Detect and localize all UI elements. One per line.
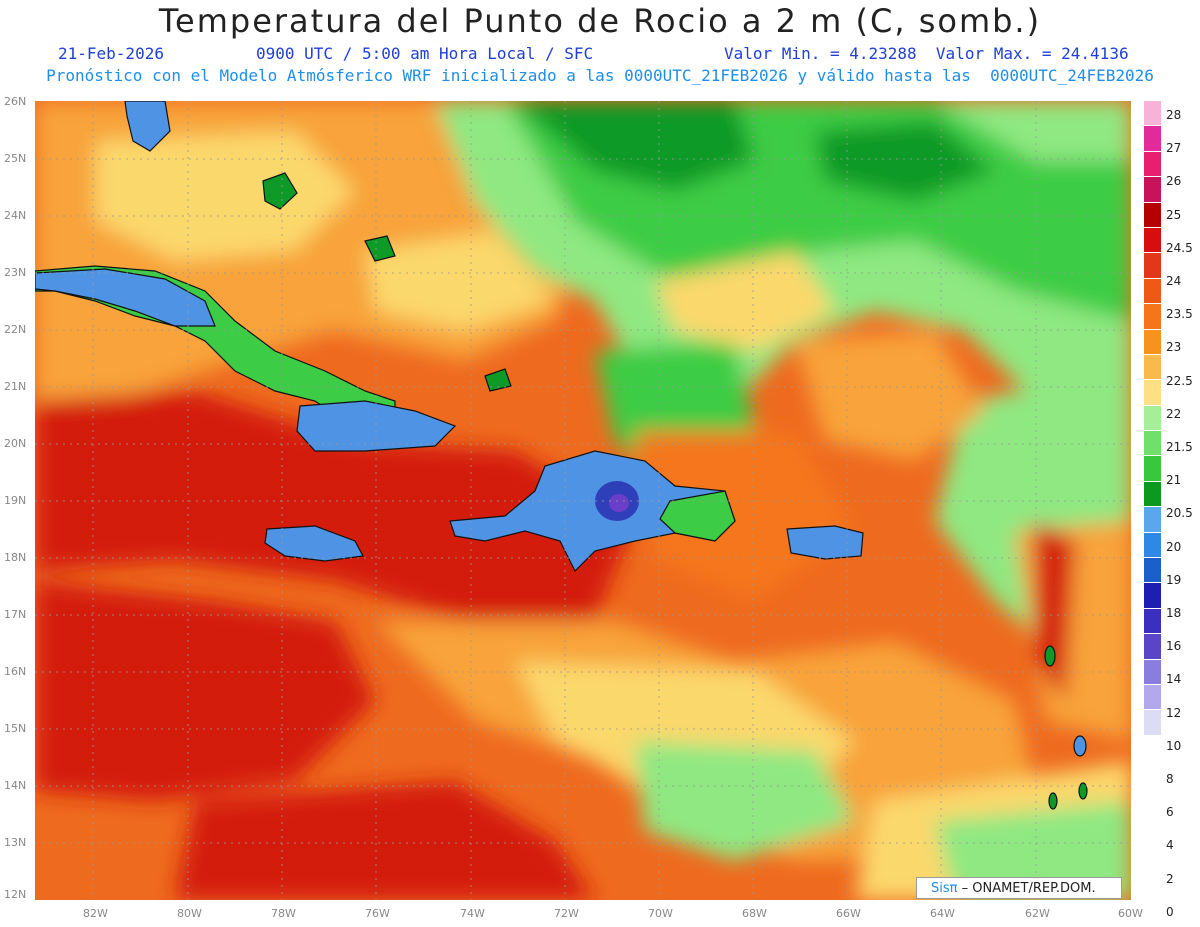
lon-label: 78W — [271, 907, 296, 920]
lon-label: 66W — [836, 907, 861, 920]
credit-text: – ONAMET/REP.DOM. — [957, 881, 1096, 896]
color-scale-swatch — [1144, 558, 1161, 584]
color-scale-swatch — [1144, 101, 1161, 127]
color-scale-swatch — [1144, 380, 1161, 406]
lon-label: 60W — [1118, 907, 1143, 920]
lon-label: 72W — [554, 907, 579, 920]
lat-label: 14N — [4, 779, 27, 792]
color-scale-bar — [1144, 101, 1161, 736]
color-scale-swatch — [1144, 583, 1161, 609]
color-scale-swatch — [1144, 177, 1161, 203]
color-scale-swatch — [1144, 684, 1161, 711]
lat-label: 22N — [4, 323, 27, 336]
color-scale-swatch — [1144, 278, 1161, 305]
color-scale-label: 22.5 — [1166, 373, 1193, 388]
lat-label: 21N — [4, 380, 27, 393]
color-scale-label: 21.5 — [1166, 440, 1193, 454]
lon-label: 64W — [930, 907, 955, 920]
lat-label: 13N — [4, 836, 27, 849]
color-scale-label: 28 — [1166, 108, 1182, 122]
color-scale-label: 26 — [1166, 174, 1182, 189]
color-scale-label: 4 — [1166, 838, 1174, 853]
credit-box: Sisπ – ONAMET/REP.DOM. — [916, 877, 1122, 899]
min-max-values: Valor Min. = 4.23288 Valor Max. = 24.413… — [724, 44, 1129, 63]
sispi-logo-text: Sisπ — [931, 881, 958, 896]
color-scale-swatch — [1144, 608, 1161, 635]
lon-label: 62W — [1025, 907, 1050, 920]
color-scale-label: 24.5 — [1166, 240, 1193, 255]
color-scale-label: 24 — [1166, 274, 1182, 288]
color-scale-swatch — [1144, 202, 1161, 228]
color-scale-swatch — [1144, 405, 1161, 432]
lon-label: 76W — [365, 907, 390, 920]
model-run-info: Pronóstico con el Modelo Atmósferico WRF… — [46, 66, 1154, 85]
color-scale-swatch — [1144, 710, 1161, 736]
color-scale-swatch — [1144, 151, 1161, 178]
color-scale-label: 27 — [1166, 141, 1182, 156]
lat-label: 25N — [4, 152, 27, 165]
graticule — [35, 101, 1131, 900]
lat-label: 16N — [4, 665, 27, 678]
lat-label: 20N — [4, 437, 27, 450]
lon-label: 74W — [460, 907, 485, 920]
color-scale-swatch — [1144, 481, 1161, 508]
valid-time: 0900 UTC / 5:00 am Hora Local / SFC — [256, 44, 594, 63]
color-scale-label: 25 — [1166, 207, 1182, 222]
color-scale-label: 19 — [1166, 572, 1182, 587]
lon-label: 68W — [742, 907, 767, 920]
color-scale-label: 22 — [1166, 406, 1182, 421]
color-scale-swatch — [1144, 431, 1161, 457]
color-scale-swatch — [1144, 227, 1161, 254]
color-scale-swatch — [1144, 659, 1161, 685]
color-scale-swatch — [1144, 634, 1161, 660]
land-masses — [35, 101, 1088, 810]
lat-label: 23N — [4, 266, 27, 279]
color-scale-label: 18 — [1166, 606, 1182, 620]
lon-label: 80W — [177, 907, 202, 920]
color-scale-swatch — [1144, 456, 1161, 482]
lon-label: 82W — [83, 907, 108, 920]
valid-date: 21-Feb-2026 — [58, 44, 164, 63]
lon-label: 70W — [648, 907, 673, 920]
color-scale-swatch — [1144, 329, 1161, 355]
color-scale-label: 0 — [1166, 904, 1174, 919]
color-scale-swatch — [1144, 126, 1161, 152]
lat-label: 24N — [4, 209, 27, 222]
color-scale-swatch — [1144, 507, 1161, 533]
color-scale-label: 20.5 — [1166, 506, 1193, 521]
map-title: Temperatura del Punto de Rocio a 2 m (C,… — [158, 2, 1042, 40]
lat-label: 17N — [4, 608, 27, 621]
color-scale-label: 14 — [1166, 672, 1182, 687]
dewpoint-field — [35, 101, 1131, 900]
color-scale-label: 8 — [1166, 772, 1174, 786]
color-scale-label: 6 — [1166, 805, 1174, 820]
lat-label: 26N — [4, 95, 27, 108]
lat-label: 19N — [4, 494, 27, 507]
color-scale-label: 23 — [1166, 340, 1182, 355]
lat-label: 12N — [4, 888, 27, 901]
color-scale-label: 2 — [1166, 871, 1174, 886]
color-scale-swatch — [1144, 354, 1161, 381]
color-scale-label: 21 — [1166, 473, 1182, 488]
color-scale-label: 16 — [1166, 639, 1182, 654]
color-scale-swatch — [1144, 253, 1161, 279]
color-scale-swatch — [1144, 304, 1161, 330]
lat-label: 18N — [4, 551, 27, 564]
lat-label: 15N — [4, 722, 27, 735]
color-scale-label: 20 — [1166, 539, 1182, 554]
color-scale-label: 12 — [1166, 705, 1182, 720]
color-scale-swatch — [1144, 532, 1161, 559]
color-scale-label: 23.5 — [1166, 307, 1193, 322]
color-scale-label: 10 — [1166, 738, 1182, 753]
dewpoint-map — [35, 101, 1131, 900]
